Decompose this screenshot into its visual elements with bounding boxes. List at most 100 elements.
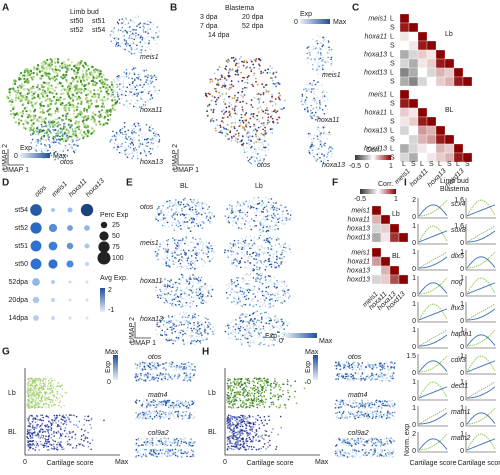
dot: [85, 298, 89, 302]
cell-dot: [46, 91, 49, 94]
cell-dot: [91, 115, 94, 118]
cell-dot: [251, 298, 254, 301]
cell-dot: [165, 239, 168, 242]
cell-dot: [111, 30, 114, 33]
cell-dot: [59, 103, 63, 106]
cell-dot: [251, 200, 253, 203]
cell-dot: [86, 64, 89, 67]
cell-dot: [178, 258, 181, 261]
cell-dot: [248, 314, 251, 317]
cell-dot: [179, 267, 182, 270]
heatmap-cell: [380, 256, 391, 267]
cell-dot: [276, 326, 278, 328]
cell-dot: [265, 205, 268, 208]
cell-dot: [144, 101, 147, 103]
cell-dot: [180, 259, 183, 262]
cell-dot: [39, 140, 42, 142]
cell-dot: [148, 86, 151, 88]
cell-dot: [201, 227, 204, 229]
cell-dot: [65, 79, 68, 82]
cell-dot: [316, 39, 318, 42]
cell-dot: [133, 149, 136, 152]
cell-dot: [90, 427, 93, 429]
cell-dot: [250, 228, 252, 231]
col-sub-label: L: [420, 161, 424, 168]
cell-dot: [133, 127, 135, 130]
cell-dot: [50, 427, 53, 430]
cell-dot: [262, 208, 265, 211]
cell-dot: [253, 341, 256, 344]
heatmap-cell: [380, 232, 391, 243]
heatmap-cell: [399, 22, 410, 33]
cell-dot: [231, 217, 233, 220]
cell-dot: [168, 204, 171, 207]
row-sub-label: S: [390, 42, 395, 49]
cell-dot: [195, 205, 197, 207]
cell-dot: [275, 111, 277, 114]
cell-dot: [135, 29, 137, 31]
cell-dot: [253, 219, 255, 222]
cell-dot: [320, 136, 323, 139]
cell-dot: [260, 244, 263, 247]
cell-dot: [273, 264, 276, 267]
cell-dot: [26, 378, 29, 381]
cell-dot: [195, 218, 198, 220]
cell-dot: [36, 387, 38, 390]
cell-dot: [255, 321, 258, 323]
cell-dot: [55, 92, 58, 95]
cell-dot: [196, 199, 199, 201]
cell-dot: [123, 92, 125, 95]
cell-dot: [244, 81, 246, 84]
cell-dot: [205, 217, 208, 219]
cell-dot: [34, 434, 37, 436]
heatmap-cell: [399, 116, 410, 127]
cell-dot: [179, 301, 182, 303]
heatmap-cell: [408, 58, 419, 69]
cell-dot: [73, 143, 75, 146]
cell-dot: [137, 15, 139, 17]
cell-dot: [68, 87, 72, 90]
cell-dot: [228, 214, 231, 217]
cell-dot: [233, 125, 236, 128]
cell-dot: [278, 297, 280, 299]
cell-dot: [55, 78, 58, 81]
cell-dot: [149, 147, 152, 150]
cell-dot: [55, 71, 58, 75]
cell-dot: [154, 91, 156, 93]
cell-dot: [36, 401, 39, 404]
cell-dot: [318, 147, 320, 150]
cell-dot: [124, 152, 126, 154]
cell-dot: [269, 72, 272, 74]
cell-dot: [237, 242, 240, 244]
cell-dot: [138, 124, 140, 127]
heatmap-cell: [426, 58, 437, 69]
cell-dot: [195, 222, 198, 225]
cell-dot: [239, 286, 242, 289]
cell-dot: [175, 222, 177, 225]
cell-dot: [128, 50, 130, 53]
cell-dot: [100, 78, 103, 81]
cell-dot: [63, 448, 65, 450]
cell-dot: [110, 81, 113, 84]
cell-dot: [253, 288, 255, 290]
cell-dot: [80, 102, 83, 105]
cell-dot: [210, 245, 212, 247]
cell-dot: [233, 135, 235, 138]
cell-dot: [168, 328, 171, 331]
cell-dot: [103, 83, 106, 86]
cell-dot: [304, 87, 307, 90]
cell-dot: [152, 134, 155, 136]
cell-dot: [134, 102, 137, 105]
cell-dot: [197, 278, 200, 280]
cell-dot: [270, 248, 272, 250]
cell-dot: [275, 255, 278, 258]
cell-dot: [264, 299, 266, 302]
cell-dot: [46, 83, 49, 86]
cell-dot: [178, 324, 180, 326]
row-label: meis1: [351, 249, 370, 256]
cell-dot: [175, 249, 177, 252]
cell-dot: [57, 121, 60, 124]
cell-dot: [70, 135, 73, 138]
cell-dot: [232, 319, 234, 321]
cell-dot: [189, 267, 192, 270]
